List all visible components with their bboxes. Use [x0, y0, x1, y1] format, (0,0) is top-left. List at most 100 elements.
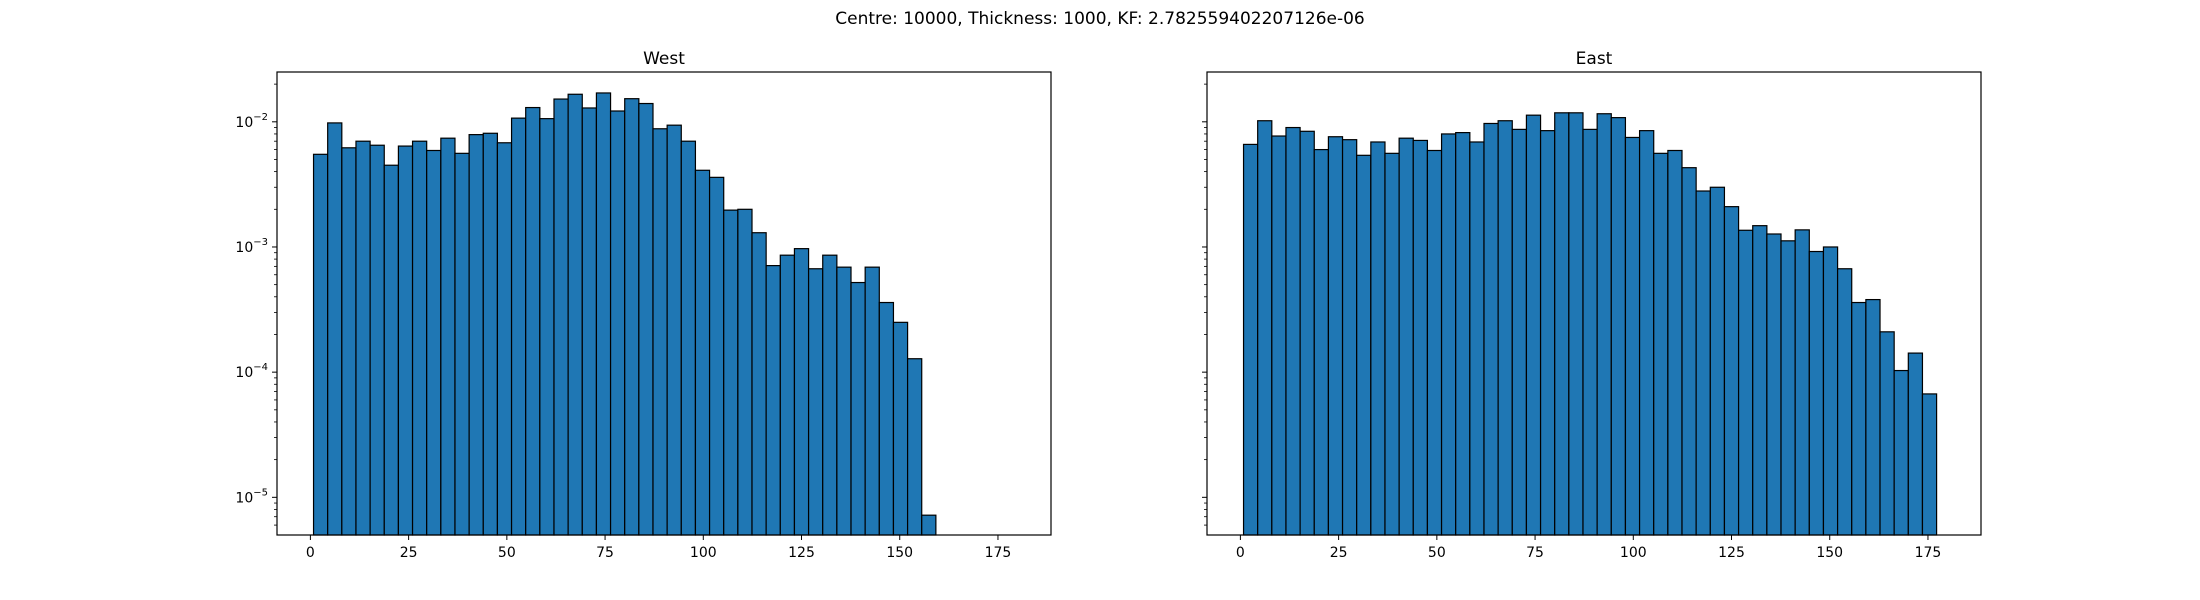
- west-x-tick-label: 75: [596, 545, 614, 561]
- east-x-tick-label: 100: [1620, 545, 1647, 561]
- west-y-axis: 10−5 10−4 10−3 10−2: [235, 83, 277, 526]
- east-bar: [1709, 186, 1726, 536]
- west-x-tick-label: 25: [400, 545, 418, 561]
- east-panel-title: East: [1576, 49, 1613, 69]
- east-bar: [1483, 122, 1499, 536]
- west-bar: [510, 117, 527, 536]
- west-bar: [609, 110, 626, 536]
- west-panel: West 0 25 50 75 100 125 150 175 10−510−410−310−…: [235, 49, 1052, 561]
- west-y-tick-label: 10−3: [235, 237, 268, 256]
- west-x-axis: 0 25 50 75 100 125 150 175: [306, 535, 1011, 561]
- east-bar: [1723, 206, 1740, 536]
- west-bar: [836, 266, 852, 536]
- east-bar: [1780, 240, 1796, 536]
- west-bar: [426, 149, 442, 536]
- east-x-axis: 0 25 50 75 100 125 150 175: [1236, 535, 1941, 561]
- east-x-tick-label: 50: [1428, 545, 1446, 561]
- east-bar: [1285, 126, 1301, 536]
- east-bar: [1327, 136, 1344, 536]
- west-bar: [850, 281, 866, 536]
- east-bar: [1624, 136, 1641, 536]
- east-bar: [1356, 154, 1372, 536]
- west-y-tick-label: 10−4: [235, 362, 268, 381]
- west-bar: [751, 232, 767, 536]
- east-plot-frame: [1206, 71, 1982, 536]
- east-bar: [1610, 117, 1627, 536]
- west-bar: [694, 169, 711, 536]
- east-bar: [1582, 128, 1598, 536]
- east-bar: [1412, 139, 1429, 536]
- west-bar: [638, 102, 654, 536]
- west-bar: [581, 107, 598, 536]
- west-bar: [807, 268, 824, 536]
- east-bar: [1426, 149, 1443, 536]
- west-bar: [327, 122, 343, 536]
- east-x-tick-label: 150: [1816, 545, 1843, 561]
- east-x-tick-label: 175: [1915, 545, 1942, 561]
- west-bar: [906, 358, 923, 536]
- west-bar: [723, 209, 739, 536]
- west-bar: [822, 254, 838, 536]
- east-bar: [1879, 331, 1895, 536]
- east-bar: [1341, 139, 1358, 536]
- east-x-tick-label: 75: [1526, 545, 1544, 561]
- east-bar: [1794, 229, 1810, 536]
- west-bar: [411, 140, 428, 536]
- east-bar: [1384, 152, 1400, 536]
- west-bar: [312, 153, 329, 536]
- west-bar: [341, 147, 357, 536]
- east-bar: [1455, 132, 1471, 536]
- west-bar: [369, 144, 385, 536]
- east-bar: [1766, 233, 1782, 536]
- west-bar: [680, 140, 697, 536]
- east-bar: [1257, 120, 1273, 536]
- east-bar: [1865, 298, 1881, 536]
- east-bar: [1568, 112, 1584, 536]
- east-bar: [1511, 128, 1528, 536]
- west-bar: [539, 118, 555, 536]
- east-x-tick-label: 25: [1330, 545, 1348, 561]
- east-bar: [1752, 225, 1768, 536]
- west-y-tick-label: 10−2: [235, 112, 268, 131]
- west-x-tick-label: 50: [498, 545, 516, 561]
- east-bar: [1242, 143, 1259, 536]
- east-bar: [1808, 250, 1825, 536]
- west-bar: [864, 266, 880, 536]
- east-panel: East 0 25 50 75 100 125 150 175: [1202, 49, 1982, 561]
- east-bar: [1497, 120, 1513, 536]
- west-bar: [496, 142, 513, 536]
- west-x-tick-label: 150: [886, 545, 913, 561]
- west-bar: [666, 124, 682, 536]
- east-bar: [1822, 246, 1839, 536]
- east-bar: [1681, 167, 1697, 536]
- east-bar: [1398, 137, 1414, 536]
- west-bar: [892, 321, 909, 536]
- west-bar: [878, 301, 895, 536]
- east-bar: [1271, 135, 1287, 536]
- east-bar: [1313, 148, 1330, 536]
- east-bar: [1539, 130, 1556, 536]
- figure-suptitle: Centre: 10000, Thickness: 1000, KF: 2.78…: [835, 9, 1365, 29]
- east-bar: [1851, 301, 1867, 536]
- west-bar: [921, 514, 937, 536]
- west-bar: [793, 248, 810, 536]
- east-bar: [1638, 130, 1655, 536]
- west-bar: [765, 265, 781, 536]
- west-bar: [525, 106, 541, 536]
- west-bar: [652, 128, 668, 536]
- east-y-axis: [1202, 83, 1207, 526]
- west-panel-title: West: [643, 49, 685, 69]
- west-y-tick-label: 10−5: [235, 487, 268, 506]
- east-x-tick-label: 0: [1236, 545, 1245, 561]
- east-bar: [1907, 352, 1924, 536]
- east-bar: [1299, 130, 1315, 536]
- east-bar: [1596, 113, 1612, 536]
- west-x-tick-label: 0: [306, 545, 315, 561]
- east-x-tick-label: 125: [1718, 545, 1745, 561]
- east-bar: [1469, 141, 1485, 536]
- west-bar: [553, 98, 569, 536]
- west-bar: [482, 132, 499, 536]
- west-x-tick-label: 100: [690, 545, 717, 561]
- west-x-tick-label: 175: [985, 545, 1012, 561]
